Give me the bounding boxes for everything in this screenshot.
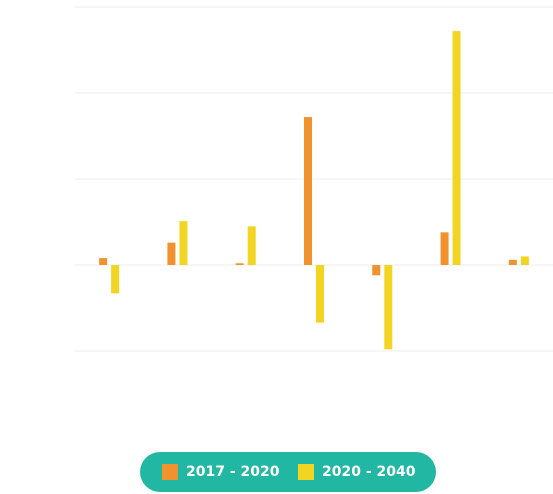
legend-label: 2020 - 2040: [322, 464, 416, 480]
bar: [99, 258, 108, 265]
bar: [372, 265, 381, 276]
legend-box: [140, 452, 436, 492]
bar: [452, 31, 461, 265]
legend-swatch: [162, 464, 178, 480]
bar: [508, 259, 517, 265]
bar: [247, 226, 256, 265]
bar: [179, 221, 188, 265]
bar: [316, 265, 324, 323]
legend-swatch: [298, 464, 314, 480]
bar: [520, 256, 529, 265]
bar: [235, 263, 244, 265]
bar: [111, 265, 120, 294]
legend-label: 2017 - 2020: [186, 464, 280, 480]
bar: [167, 242, 176, 265]
bar: [440, 232, 449, 265]
bar: [384, 265, 393, 350]
bar: [304, 117, 312, 265]
